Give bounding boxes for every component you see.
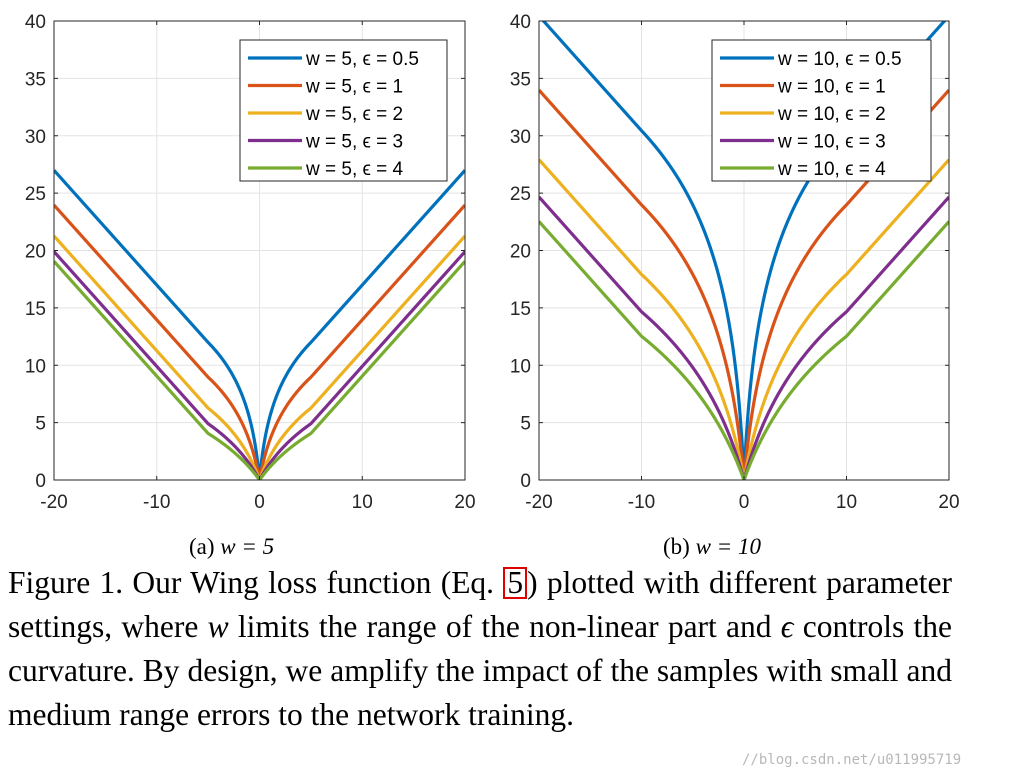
subcaption-b-math: w = 10 xyxy=(695,534,761,559)
x-tick-label: -20 xyxy=(40,492,67,513)
caption-middle-2: limits the range of the non-linear part … xyxy=(228,609,781,644)
series-group xyxy=(54,169,465,480)
y-tick-label: 35 xyxy=(25,69,46,90)
subcaption-a-label: (a) xyxy=(189,534,215,559)
legend-label: w = 10, ϵ = 4 xyxy=(777,159,886,180)
series-line-eps-4 xyxy=(539,220,949,480)
caption-middle-1: ) plotted with different parameter setti… xyxy=(8,565,952,644)
y-tick-label: 10 xyxy=(510,356,531,377)
y-tick-label: 15 xyxy=(510,299,531,320)
legend-label: w = 5, ϵ = 3 xyxy=(305,132,403,153)
caption-w-symbol: w xyxy=(207,609,229,644)
series-line-eps-2 xyxy=(54,234,465,480)
x-tick-label: -20 xyxy=(525,492,552,513)
y-tick-label: 40 xyxy=(510,12,531,33)
legend-label: w = 5, ϵ = 0.5 xyxy=(305,49,419,70)
equation-reference-link[interactable]: 5 xyxy=(503,567,528,599)
series-line-eps-3 xyxy=(539,195,949,480)
x-tick-label: -10 xyxy=(143,492,170,513)
y-tick-label: 30 xyxy=(510,127,531,148)
series-line-eps-3 xyxy=(54,250,465,480)
y-tick-label: 20 xyxy=(25,242,46,263)
watermark: //blog.csdn.net/u011995719 xyxy=(742,752,962,768)
legend-label: w = 5, ϵ = 1 xyxy=(305,77,403,98)
legend-label: w = 10, ϵ = 3 xyxy=(777,132,886,153)
subcaption-a: (a) w = 5 xyxy=(189,534,274,560)
legend-label: w = 5, ϵ = 2 xyxy=(305,104,403,125)
caption-suffix: controls the curvature. By design, we am… xyxy=(8,609,952,732)
legend-label: w = 10, ϵ = 2 xyxy=(777,104,886,125)
subcaption-b: (b) w = 10 xyxy=(663,534,761,560)
legend-label: w = 10, ϵ = 0.5 xyxy=(777,49,902,70)
y-tick-label: 5 xyxy=(35,414,46,435)
figure: -20 -10 0 10 20 0 5 10 15 20 25 30 35 40 w = 5, ϵ = 0.… xyxy=(25,12,960,513)
subcaption-b-label: (b) xyxy=(663,534,690,559)
caption-prefix: Figure 1. Our Wing loss function (Eq. xyxy=(8,565,504,600)
y-tick-label: 30 xyxy=(25,127,46,148)
x-tick-label: 0 xyxy=(254,492,265,513)
x-tick-label: 20 xyxy=(938,492,959,513)
legend-box xyxy=(239,39,448,182)
legend-box xyxy=(711,39,932,182)
y-tick-label: 20 xyxy=(510,242,531,263)
series-line-eps-2 xyxy=(539,158,949,480)
y-tick-label: 40 xyxy=(25,12,46,33)
legend-label: w = 5, ϵ = 4 xyxy=(305,159,404,180)
y-tick-label: 0 xyxy=(35,471,46,492)
plot-w10: -20 -10 0 10 20 0 5 10 15 20 25 30 35 40 w = 10, ϵ = 0… xyxy=(510,12,960,513)
x-tick-label: 0 xyxy=(739,492,750,513)
legend-label: w = 10, ϵ = 1 xyxy=(777,77,886,98)
legend: w = 10, ϵ = 0.5 w = 10, ϵ = 1 w = 10, ϵ = … xyxy=(711,39,932,182)
x-tick-label: 10 xyxy=(352,492,373,513)
y-tick-label: 15 xyxy=(25,299,46,320)
x-tick-label: 10 xyxy=(836,492,857,513)
legend: w = 5, ϵ = 0.5 w = 5, ϵ = 1 w = 5, ϵ = 2 w … xyxy=(239,39,448,182)
y-tick-label: 25 xyxy=(510,184,531,205)
y-tick-label: 10 xyxy=(25,356,46,377)
series-line-eps-0.5 xyxy=(54,169,465,480)
plot-w5: -20 -10 0 10 20 0 5 10 15 20 25 30 35 40 w = 5, ϵ = 0.… xyxy=(25,12,476,513)
series-line-eps-4 xyxy=(54,260,465,480)
subcaption-a-math: w = 5 xyxy=(220,534,275,559)
y-tick-label: 35 xyxy=(510,69,531,90)
x-tick-label: -10 xyxy=(628,492,655,513)
y-tick-label: 25 xyxy=(25,184,46,205)
figure-caption: Figure 1. Our Wing loss function (Eq. 5)… xyxy=(8,561,952,737)
caption-epsilon-symbol: ϵ xyxy=(780,609,794,644)
x-tick-label: 20 xyxy=(454,492,475,513)
series-line-eps-1 xyxy=(54,204,465,480)
y-tick-label: 5 xyxy=(520,414,531,435)
y-tick-label: 0 xyxy=(520,471,531,492)
